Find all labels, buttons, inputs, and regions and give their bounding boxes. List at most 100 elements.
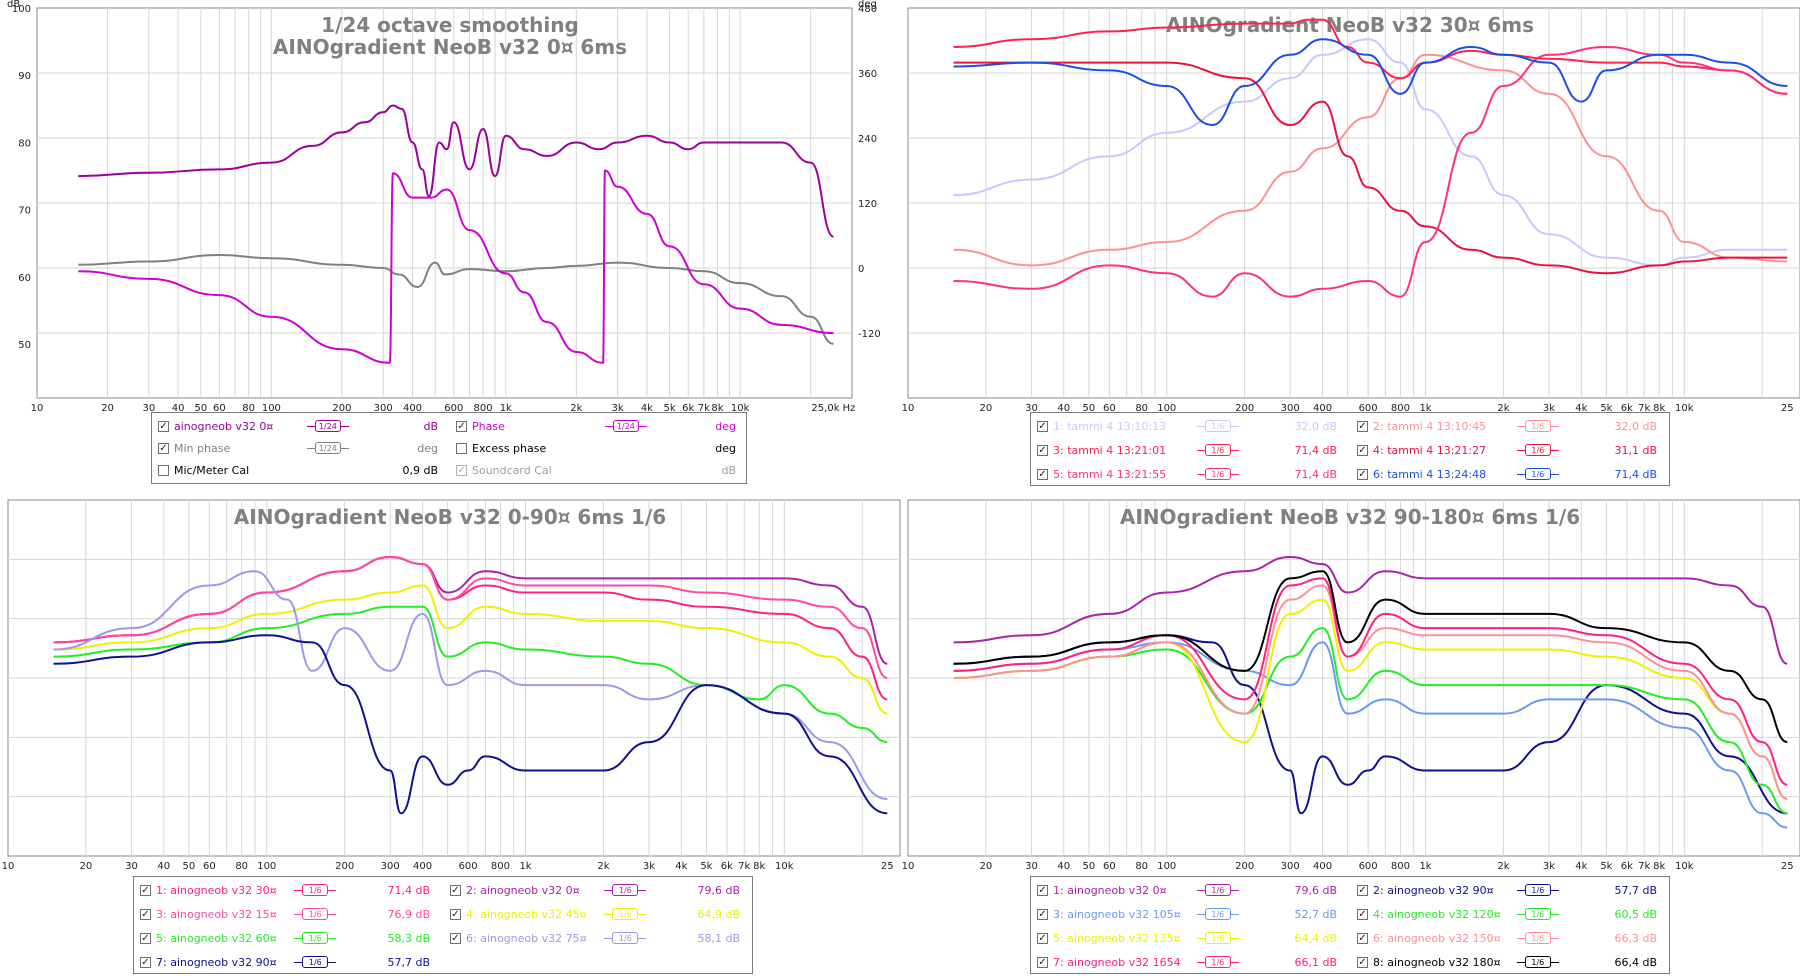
smoothing-badge[interactable]: 1/6 <box>1196 956 1239 968</box>
x-tick-label: 600 <box>459 861 478 872</box>
x-tick-label: 40 <box>157 861 170 872</box>
legend-item[interactable]: ✓ 1: tammi 4 13:10:13 1/6 32,0 dB <box>1031 416 1347 438</box>
smoothing-badge[interactable]: 1/6 <box>294 884 337 896</box>
smoothing-badge[interactable]: 1/6 <box>604 932 647 944</box>
legend-checkbox[interactable]: ✓ <box>140 933 151 944</box>
legend-checkbox[interactable]: ✓ <box>450 885 461 896</box>
legend-checkbox[interactable]: ✓ <box>140 909 151 920</box>
legend-checkbox[interactable]: ✓ <box>1357 909 1368 920</box>
legend-checkbox[interactable]: ✓ <box>450 933 461 944</box>
legend-item[interactable]: ✓ 6: ainogneob v32 75¤ 1/6 58,1 dB <box>444 928 750 950</box>
legend-checkbox[interactable]: ✓ <box>1037 933 1048 944</box>
legend-item[interactable]: ✓ 4: ainogneob v32 45¤ 1/6 64,9 dB <box>444 904 750 926</box>
smoothing-badge[interactable]: 1/6 <box>1516 420 1559 432</box>
legend-series-name: 6: ainogneob v32 150¤ <box>1373 932 1501 945</box>
smoothing-badge[interactable]: 1/24 <box>306 420 349 432</box>
smoothing-badge[interactable]: 1/6 <box>294 932 337 944</box>
legend-item[interactable]: ✓ 8: ainogneob v32 180¤ 1/6 66,4 dB <box>1351 952 1667 974</box>
legend-checkbox[interactable]: ✓ <box>1037 445 1048 456</box>
smoothing-badge[interactable]: 1/24 <box>604 420 647 432</box>
legend-checkbox[interactable]: ✓ <box>1037 957 1048 968</box>
legend-checkbox[interactable]: ✓ <box>450 909 461 920</box>
legend-checkbox[interactable]: ✓ <box>1357 957 1368 968</box>
smoothing-badge[interactable]: 1/6 <box>1196 444 1239 456</box>
legend-item[interactable]: ✓ 5: ainogneob v32 60¤ 1/6 58,3 dB <box>134 928 440 950</box>
smoothing-badge[interactable]: 1/6 <box>1516 908 1559 920</box>
smoothing-badge[interactable]: 1/6 <box>1516 956 1559 968</box>
legend-checkbox[interactable]: ✓ <box>1037 469 1048 480</box>
y-tick-label: 100 <box>12 4 31 15</box>
legend-item[interactable]: ✓ 6: ainogneob v32 150¤ 1/6 66,3 dB <box>1351 928 1667 950</box>
x-tick-label: 25 <box>1781 403 1794 414</box>
legend-series-name: ainogneob v32 0¤ <box>174 420 274 433</box>
legend-item[interactable]: ✓ 3: ainogneob v32 15¤ 1/6 76,9 dB <box>134 904 440 926</box>
smoothing-badge[interactable]: 1/24 <box>306 442 349 454</box>
x-tick-label: 3k <box>1543 861 1555 872</box>
smoothing-badge[interactable]: 1/6 <box>1196 420 1239 432</box>
legend-item[interactable]: ✓ 3: tammi 4 13:21:01 1/6 71,4 dB <box>1031 440 1347 462</box>
chart-title: AINOgradient NeoB v32 30¤ 6ms <box>1166 13 1534 37</box>
legend-checkbox[interactable]: ✓ <box>1037 421 1048 432</box>
legend-item[interactable]: ✓ 7: ainogneob v32 1654 1/6 66,1 dB <box>1031 952 1347 974</box>
legend-item[interactable]: ✓ 2: tammi 4 13:10:45 1/6 32,0 dB <box>1351 416 1667 438</box>
x-tick-label: 6k <box>682 403 694 414</box>
smoothing-badge[interactable]: 1/6 <box>1516 884 1559 896</box>
x-tick-label: 1k <box>519 861 531 872</box>
legend-item[interactable]: ✓ 2: ainogneob v32 0¤ 1/6 79,6 dB <box>444 880 750 902</box>
legend-checkbox[interactable]: ✓ <box>1037 909 1048 920</box>
legend-item[interactable]: ✓ 7: ainogneob v32 90¤ 1/6 57,7 dB <box>134 952 440 974</box>
smoothing-badge[interactable]: 1/6 <box>604 908 647 920</box>
legend-item[interactable]: ✓ Phase 1/24 deg <box>450 416 746 438</box>
y2-tick-label: 0 <box>858 264 864 275</box>
smoothing-badge[interactable]: 1/6 <box>294 956 337 968</box>
smoothing-badge[interactable]: 1/6 <box>1196 884 1239 896</box>
legend-item[interactable]: ✓ 4: tammi 4 13:21:27 1/6 31,1 dB <box>1351 440 1667 462</box>
x-tick-label: 20 <box>101 403 114 414</box>
legend-item[interactable]: Mic/Meter Cal 0,9 dB <box>152 460 448 482</box>
x-tick-label: 200 <box>1235 403 1254 414</box>
x-tick-label: 6k <box>1621 403 1633 414</box>
legend-checkbox[interactable]: ✓ <box>1357 885 1368 896</box>
series-line <box>953 45 1788 298</box>
legend-checkbox[interactable] <box>158 465 169 476</box>
smoothing-badge[interactable]: 1/6 <box>1516 444 1559 456</box>
legend-value: 66,4 dB <box>1614 956 1657 969</box>
legend-item[interactable]: ✓ 5: tammi 4 13:21:55 1/6 71,4 dB <box>1031 464 1347 486</box>
legend-checkbox[interactable]: ✓ <box>158 443 169 454</box>
legend-checkbox[interactable]: ✓ <box>1357 445 1368 456</box>
x-tick-label: 2k <box>597 861 609 872</box>
legend-item[interactable]: ✓ 2: ainogneob v32 90¤ 1/6 57,7 dB <box>1351 880 1667 902</box>
x-tick-label: 300 <box>374 403 393 414</box>
legend-checkbox[interactable]: ✓ <box>1357 933 1368 944</box>
smoothing-badge[interactable]: 1/6 <box>1196 932 1239 944</box>
legend-checkbox[interactable]: ✓ <box>1357 469 1368 480</box>
legend-checkbox[interactable]: ✓ <box>140 957 151 968</box>
legend-checkbox[interactable]: ✓ <box>140 885 151 896</box>
x-tick-label: 400 <box>403 403 422 414</box>
legend-item[interactable]: ✓ 1: ainogneob v32 0¤ 1/6 79,6 dB <box>1031 880 1347 902</box>
legend-item[interactable]: ✓ 4: ainogneob v32 120¤ 1/6 60,5 dB <box>1351 904 1667 926</box>
legend-series-name: 7: ainogneob v32 1654 <box>1053 956 1181 969</box>
legend-checkbox[interactable]: ✓ <box>1037 885 1048 896</box>
legend-item[interactable]: ✓ 6: tammi 4 13:24:48 1/6 71,4 dB <box>1351 464 1667 486</box>
smoothing-badge[interactable]: 1/6 <box>1516 932 1559 944</box>
legend-checkbox[interactable]: ✓ <box>456 465 467 476</box>
x-tick-label: 10 <box>31 403 44 414</box>
legend-checkbox[interactable]: ✓ <box>1357 421 1368 432</box>
legend-checkbox[interactable]: ✓ <box>158 421 169 432</box>
legend-series-name: Min phase <box>174 442 231 455</box>
legend-item[interactable]: ✓ 3: ainogneob v32 105¤ 1/6 52,7 dB <box>1031 904 1347 926</box>
smoothing-badge[interactable]: 1/6 <box>1196 908 1239 920</box>
legend-checkbox[interactable] <box>456 443 467 454</box>
smoothing-badge[interactable]: 1/6 <box>604 884 647 896</box>
legend-item[interactable]: ✓ ainogneob v32 0¤ 1/24 dB <box>152 416 448 438</box>
legend-item[interactable]: Excess phase deg <box>450 438 746 460</box>
legend-item[interactable]: ✓ Soundcard Cal dB <box>450 460 746 482</box>
legend-item[interactable]: ✓ 1: ainogneob v32 30¤ 1/6 71,4 dB <box>134 880 440 902</box>
smoothing-badge[interactable]: 1/6 <box>1196 468 1239 480</box>
legend-checkbox[interactable]: ✓ <box>456 421 467 432</box>
smoothing-badge[interactable]: 1/6 <box>1516 468 1559 480</box>
legend-item[interactable]: ✓ Min phase 1/24 deg <box>152 438 448 460</box>
legend-item[interactable]: ✓ 5: ainogneob v32 135¤ 1/6 64,4 dB <box>1031 928 1347 950</box>
smoothing-badge[interactable]: 1/6 <box>294 908 337 920</box>
